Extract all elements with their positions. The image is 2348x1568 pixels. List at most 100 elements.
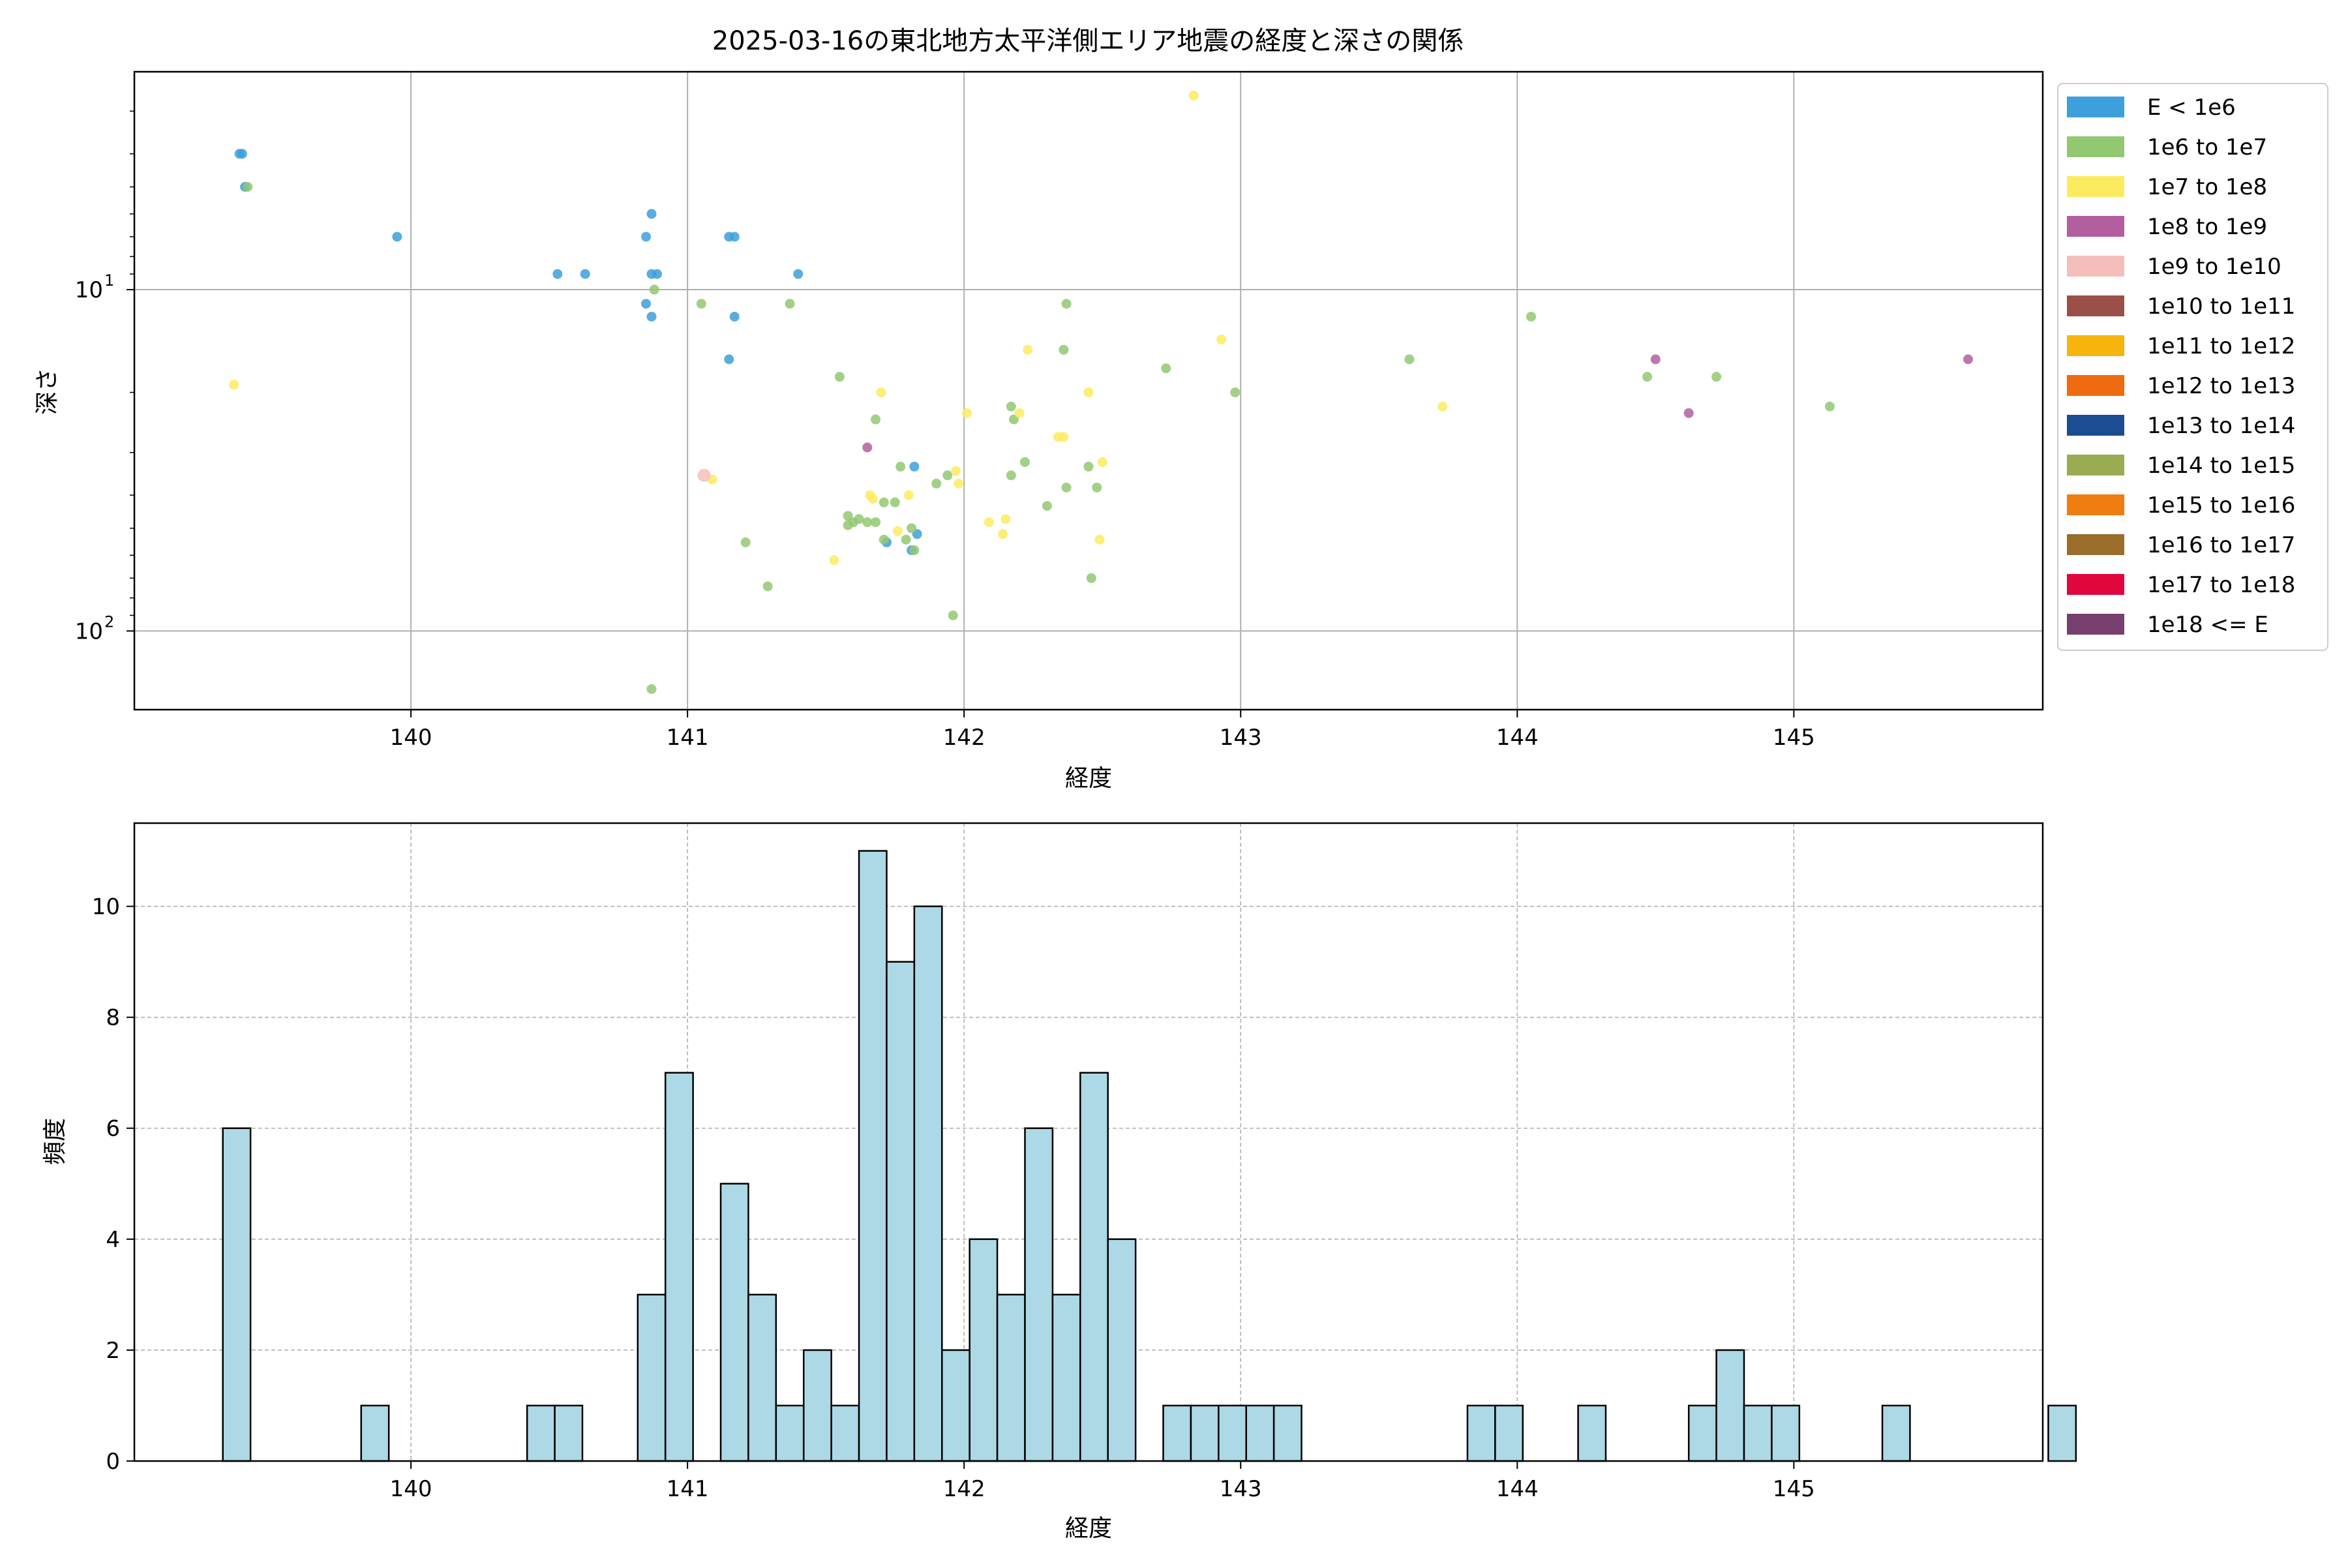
histogram-bar	[1577, 1404, 1607, 1462]
scatter-point	[1023, 344, 1033, 355]
histogram-bars	[222, 850, 2077, 1462]
x-tick-label: 144	[1496, 1476, 1539, 1502]
scatter-point	[1061, 482, 1072, 492]
legend-label: 1e16 to 1e17	[2147, 532, 2295, 558]
histogram-bar	[830, 1404, 860, 1462]
legend-swatch	[2067, 176, 2124, 197]
scatter-point	[879, 534, 889, 545]
scatter-point	[1188, 90, 1199, 100]
scatter-point	[646, 311, 657, 322]
scatter-point	[1230, 387, 1241, 398]
histogram-bar	[1272, 1404, 1302, 1462]
y-tick-label: 6	[106, 1116, 120, 1142]
y-tick-label: 8	[106, 1005, 120, 1031]
scatter-point	[697, 468, 711, 482]
scatter-point	[879, 497, 889, 507]
scatter-point	[903, 490, 914, 500]
scatter-chart: 2025-03-16の東北地方太平洋側エリア地震の経度と深さの関係 140 141…	[34, 26, 2328, 792]
legend-swatch	[2067, 614, 2124, 635]
y-tick-label: 0	[106, 1449, 120, 1475]
scatter-point	[1963, 354, 1974, 365]
scatter-point	[793, 269, 804, 279]
scatter-point	[1042, 501, 1052, 511]
scatter-point	[909, 545, 920, 556]
histogram-bar	[747, 1293, 777, 1462]
histogram-bar	[1162, 1404, 1192, 1462]
scatter-point	[829, 555, 839, 565]
histogram-plot-frame	[133, 822, 2044, 1462]
histogram-bar	[1494, 1404, 1524, 1462]
histogram-bar	[1771, 1404, 1801, 1462]
scatter-point	[896, 461, 906, 472]
legend-swatch	[2067, 494, 2124, 515]
histogram-bar	[1687, 1404, 1717, 1462]
scatter-grid	[134, 72, 2043, 710]
histogram-bar	[802, 1349, 832, 1462]
histogram-bar	[1218, 1404, 1247, 1462]
legend-swatch	[2067, 455, 2124, 475]
histogram-bar	[1051, 1293, 1081, 1462]
legend-swatch	[2067, 136, 2124, 157]
legend-label: 1e11 to 1e12	[2147, 333, 2295, 359]
scatter-point	[909, 461, 920, 472]
histogram-bar	[554, 1404, 584, 1462]
scatter-point	[785, 299, 795, 309]
x-tick-label: 145	[1773, 1476, 1815, 1502]
scatter-point	[1824, 401, 1835, 412]
scatter-point	[870, 414, 880, 425]
x-axis-label: 経度	[1065, 1515, 1112, 1542]
histogram-bar	[1107, 1238, 1137, 1462]
scatter-point	[1711, 372, 1722, 382]
scatter-point	[954, 478, 964, 489]
scatter-point	[243, 181, 253, 192]
scatter-point	[641, 232, 652, 242]
legend: E < 1e6 1e6 to 1e7 1e7 to 1e8 1e8 to 1e9 1e9…	[2057, 83, 2328, 651]
scatter-point	[961, 408, 972, 418]
histogram-bar	[1190, 1404, 1220, 1462]
scatter-point	[854, 514, 864, 524]
legend-swatch	[2067, 97, 2124, 117]
histogram-bar	[1466, 1404, 1496, 1462]
scatter-point	[237, 149, 247, 159]
scatter-point	[950, 466, 961, 476]
scatter-point	[867, 494, 878, 504]
legend-label: 1e10 to 1e11	[2147, 294, 2295, 320]
scatter-point	[1642, 372, 1653, 382]
scatter-point	[652, 269, 662, 279]
legend-swatch	[2067, 335, 2124, 356]
legend-label: 1e8 to 1e9	[2147, 214, 2267, 240]
histogram-bar	[2047, 1404, 2077, 1462]
histogram-bar	[941, 1349, 971, 1462]
histogram-bar	[1245, 1404, 1275, 1462]
x-axis-label: 経度	[1065, 765, 1112, 792]
histogram-bar	[1743, 1404, 1773, 1462]
x-tick-label: 145	[1773, 725, 1815, 751]
scatter-point	[870, 517, 880, 528]
scatter-point	[1019, 457, 1030, 467]
scatter-point	[984, 517, 994, 528]
histogram-bar	[1881, 1404, 1911, 1462]
scatter-point	[1001, 514, 1011, 524]
histogram-bar	[775, 1404, 805, 1462]
scatter-point	[1216, 335, 1227, 345]
scatter-point	[1059, 344, 1069, 355]
chart-title: 2025-03-16の東北地方太平洋側エリア地震の経度と深さの関係	[712, 26, 1464, 56]
scatter-point	[229, 380, 239, 390]
scatter-point	[1650, 354, 1661, 365]
legend-swatch	[2067, 295, 2124, 316]
scatter-point	[641, 299, 652, 309]
scatter-point	[948, 610, 958, 620]
y-tick-label: 10	[75, 277, 103, 303]
histogram-bar	[969, 1238, 999, 1462]
legend-swatch	[2067, 415, 2124, 436]
scatter-point	[1083, 387, 1094, 398]
x-tick-label: 144	[1496, 725, 1539, 751]
scatter-points	[229, 90, 1974, 695]
legend-label: 1e6 to 1e7	[2147, 134, 2267, 160]
histogram-bar	[996, 1293, 1026, 1462]
legend-label: 1e7 to 1e8	[2147, 174, 2267, 200]
histogram-bar	[1079, 1072, 1109, 1462]
scatter-point	[1006, 401, 1016, 412]
